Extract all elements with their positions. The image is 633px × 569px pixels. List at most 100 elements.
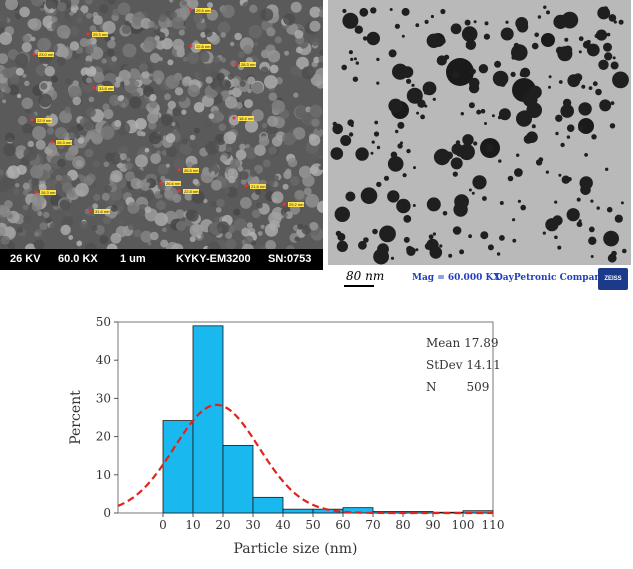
particle [436, 55, 447, 66]
grain [231, 87, 242, 98]
grain [179, 6, 191, 18]
grain [133, 229, 142, 238]
particle [411, 83, 415, 87]
grain [129, 96, 142, 109]
grain [169, 32, 176, 38]
sem-size-label: 22.9 nm [36, 118, 53, 123]
grain [240, 197, 252, 209]
grain [35, 139, 46, 150]
measure-point [189, 44, 193, 48]
particle [394, 23, 400, 29]
grain [175, 220, 186, 231]
grain [3, 86, 11, 94]
particle [612, 71, 629, 89]
particle [594, 34, 599, 38]
grain [260, 49, 270, 59]
grain [160, 191, 165, 195]
grain [154, 212, 168, 227]
particle [555, 114, 563, 123]
grain [1, 175, 15, 189]
grain [72, 96, 82, 106]
grain [0, 91, 5, 99]
grain [8, 84, 19, 96]
particle [442, 211, 448, 216]
grain [57, 2, 67, 12]
grain [150, 231, 159, 241]
grain [292, 127, 306, 140]
grain [267, 115, 279, 127]
sem-size-label: 28.3 nm [240, 62, 257, 67]
grain [83, 122, 93, 131]
particle [605, 167, 609, 171]
grain [88, 96, 95, 103]
particle [432, 97, 436, 101]
grain [41, 29, 48, 36]
particle [473, 141, 478, 146]
particle [487, 244, 494, 251]
particle [516, 44, 520, 49]
y-tick-label: 10 [96, 468, 111, 482]
particle [604, 52, 613, 61]
grain [186, 209, 199, 222]
grain [106, 48, 115, 57]
grain [92, 203, 99, 210]
grain [315, 67, 323, 82]
normal-fit-curve [117, 403, 493, 515]
particle [613, 20, 617, 24]
grain [51, 16, 58, 23]
grain [2, 99, 7, 104]
grain [38, 93, 52, 108]
grain [56, 56, 66, 66]
grain [216, 198, 225, 208]
particle [473, 20, 477, 24]
grain [23, 214, 33, 224]
particle [522, 92, 538, 107]
particle [484, 122, 487, 125]
particle [534, 32, 539, 38]
grain [91, 225, 98, 232]
grain [230, 158, 241, 169]
particle [595, 29, 608, 41]
grain [49, 221, 61, 233]
grain [234, 32, 242, 41]
particle [371, 140, 375, 144]
grain [30, 0, 45, 7]
particle [424, 19, 429, 24]
x-tick-label: 70 [365, 518, 380, 532]
particle [336, 240, 348, 252]
grain [225, 141, 237, 153]
grain [161, 150, 168, 156]
grain [221, 4, 235, 19]
particle [397, 121, 405, 129]
particle [387, 190, 400, 203]
particle [388, 98, 403, 114]
grain [32, 126, 47, 140]
x-tick-label: 40 [275, 518, 290, 532]
sem-size-label: 18.4 nm [238, 116, 255, 121]
measure-point [30, 118, 34, 122]
particle [455, 140, 461, 145]
grain [285, 245, 295, 250]
grain [22, 182, 30, 190]
grain [268, 92, 278, 101]
grain [0, 206, 11, 217]
grain [80, 5, 89, 14]
particle [607, 253, 617, 263]
sem-magnification: 60.0 KX [58, 253, 98, 265]
grain [84, 60, 92, 68]
particle [440, 8, 446, 15]
particle [401, 34, 405, 38]
grain [46, 110, 52, 116]
grain [260, 66, 269, 75]
grain [235, 149, 247, 161]
grain [75, 160, 83, 168]
sem-size-label: 29.5 nm [195, 8, 212, 13]
grain [189, 223, 203, 237]
particle [401, 7, 410, 16]
particle [470, 68, 476, 75]
histogram-bar-2 [222, 444, 254, 514]
grain [93, 15, 103, 25]
grain [169, 0, 174, 3]
grain [157, 163, 169, 175]
grain [251, 209, 261, 219]
